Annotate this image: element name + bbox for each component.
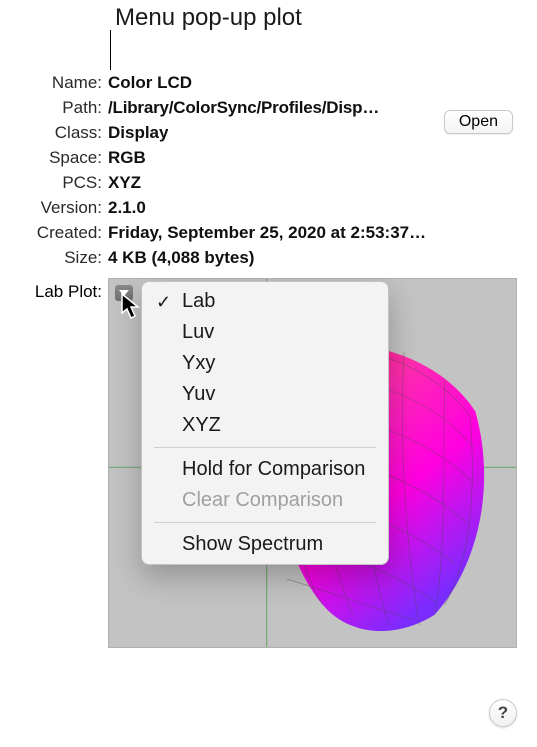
plot-menu-disclosure[interactable]: [115, 285, 133, 301]
row-name: Name: Color LCD: [8, 70, 529, 95]
value-space: RGB: [108, 145, 146, 170]
label-class: Class:: [8, 120, 108, 145]
menu-item-hold-comparison[interactable]: Hold for Comparison: [142, 454, 388, 485]
profile-panel: Name: Color LCD Path: /Library/ColorSync…: [8, 70, 529, 739]
menu-separator: [154, 522, 376, 523]
row-space: Space: RGB: [8, 145, 529, 170]
row-created: Created: Friday, September 25, 2020 at 2…: [8, 220, 529, 245]
row-size: Size: 4 KB (4,088 bytes): [8, 245, 529, 270]
menu-item-xyz[interactable]: XYZ: [142, 410, 388, 441]
menu-item-lab[interactable]: ✓ Lab: [142, 286, 388, 317]
label-space: Space:: [8, 145, 108, 170]
plot-area: ✓ Lab Luv Yxy Yuv XYZ: [108, 278, 517, 648]
menu-separator: [154, 447, 376, 448]
menu-item-label: Show Spectrum: [182, 533, 323, 555]
open-button[interactable]: Open: [444, 110, 513, 134]
value-name: Color LCD: [108, 70, 192, 95]
menu-item-clear-comparison: Clear Comparison: [142, 485, 388, 516]
menu-item-yuv[interactable]: Yuv: [142, 379, 388, 410]
menu-item-label: Luv: [182, 321, 214, 343]
menu-item-label: Yxy: [182, 352, 215, 374]
chevron-down-icon: [119, 290, 129, 296]
plot-row: Lab Plot:: [8, 278, 529, 648]
label-name: Name:: [8, 70, 108, 95]
plot-popup-menu: ✓ Lab Luv Yxy Yuv XYZ: [141, 281, 389, 565]
help-button[interactable]: ?: [489, 699, 517, 727]
plot-canvas[interactable]: ✓ Lab Luv Yxy Yuv XYZ: [108, 278, 517, 648]
label-pcs: PCS:: [8, 170, 108, 195]
value-pcs: XYZ: [108, 170, 141, 195]
label-path: Path:: [8, 95, 108, 120]
label-version: Version:: [8, 195, 108, 220]
label-created: Created:: [8, 220, 108, 245]
label-lab-plot: Lab Plot:: [8, 278, 108, 302]
menu-item-yxy[interactable]: Yxy: [142, 348, 388, 379]
menu-item-luv[interactable]: Luv: [142, 317, 388, 348]
menu-item-show-spectrum[interactable]: Show Spectrum: [142, 529, 388, 560]
menu-item-label: Clear Comparison: [182, 489, 343, 511]
row-version: Version: 2.1.0: [8, 195, 529, 220]
value-path: /Library/ColorSync/Profiles/Disp…: [108, 95, 379, 120]
menu-item-label: Yuv: [182, 383, 215, 405]
value-created: Friday, September 25, 2020 at 2:53:37 P…: [108, 220, 428, 245]
menu-item-label: Lab: [182, 290, 215, 312]
row-pcs: PCS: XYZ: [8, 170, 529, 195]
value-size: 4 KB (4,088 bytes): [108, 245, 254, 270]
menu-item-label: Hold for Comparison: [182, 458, 365, 480]
caption-text: Menu pop-up plot: [115, 4, 302, 32]
value-class: Display: [108, 120, 168, 145]
value-version: 2.1.0: [108, 195, 146, 220]
label-size: Size:: [8, 245, 108, 270]
checkmark-icon: ✓: [156, 292, 171, 313]
menu-item-label: XYZ: [182, 414, 221, 436]
